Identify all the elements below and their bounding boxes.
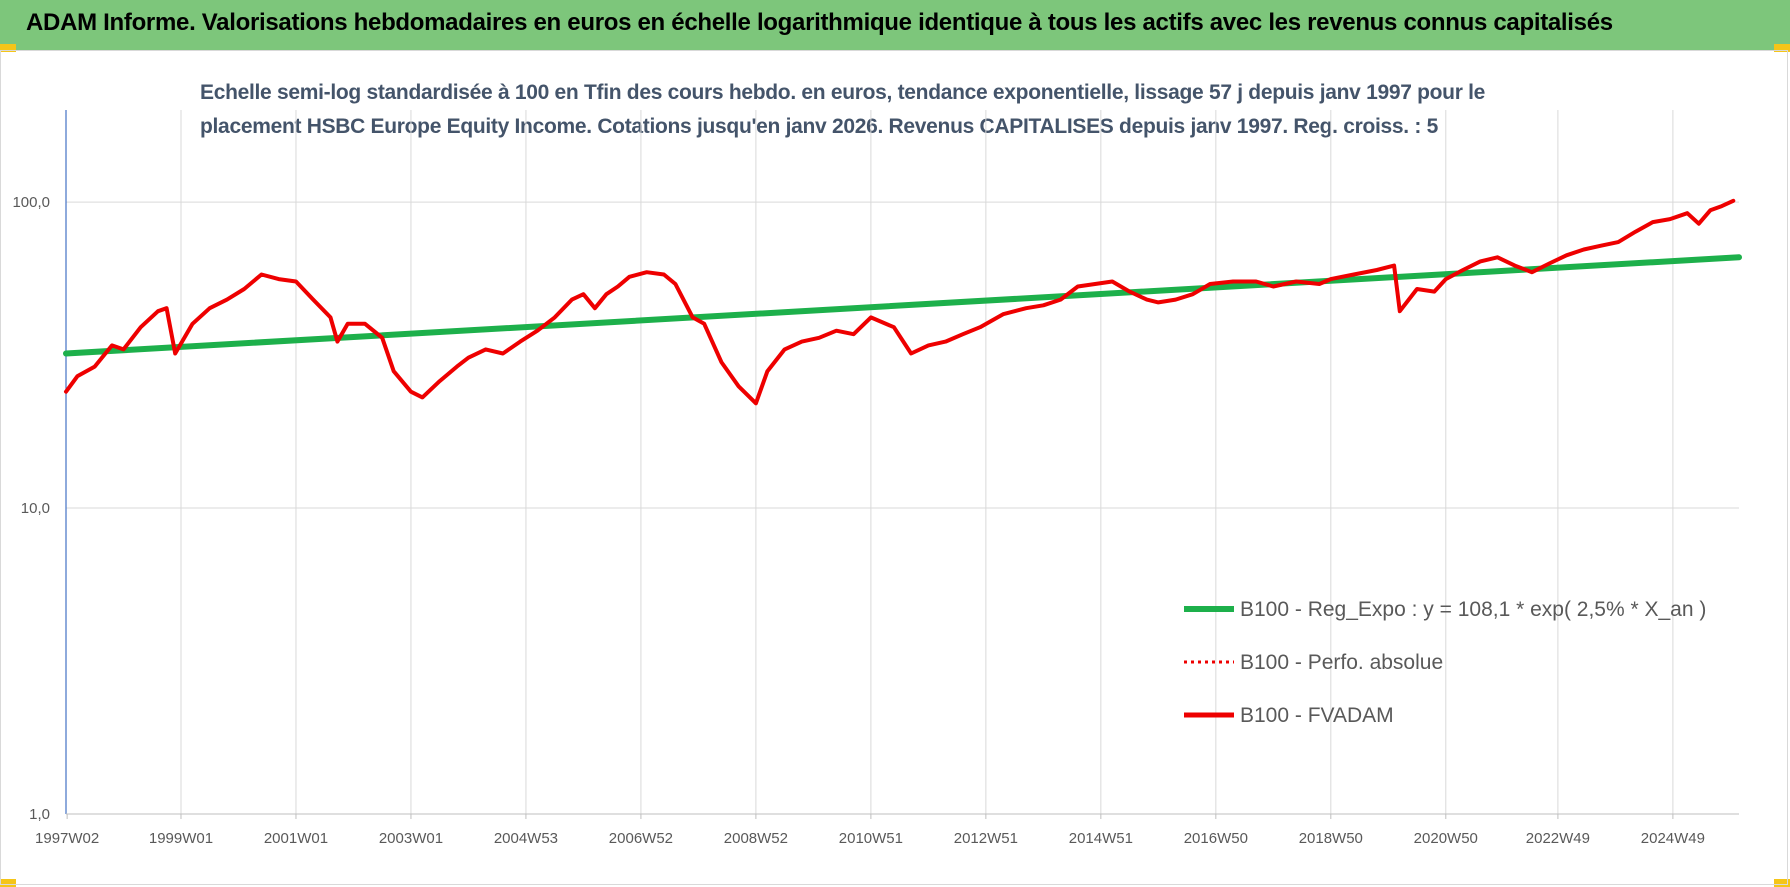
legend-label-dotted: B100 - Perfo. absolue xyxy=(1240,651,1443,674)
x-tick-label: 2010W51 xyxy=(839,830,903,847)
x-tick-label: 2020W50 xyxy=(1414,830,1478,847)
legend-label-solid: B100 - FVADAM xyxy=(1240,704,1394,727)
series-lines xyxy=(63,198,1742,406)
corner-marker-bottom-right xyxy=(1774,879,1790,887)
x-tick-label: 2006W52 xyxy=(609,830,673,847)
corner-marker-bottom-left xyxy=(0,879,16,887)
x-tick-label: 2004W53 xyxy=(494,830,558,847)
x-tick-label: 1997W02 xyxy=(35,830,99,847)
chart-frame xyxy=(0,50,1788,885)
page-title: ADAM Informe. Valorisations hebdomadaire… xyxy=(26,9,1613,36)
x-tick-label: 2008W52 xyxy=(724,830,788,847)
x-tick-label: 2003W01 xyxy=(379,830,443,847)
axes: 1,0 10,0 100,0 1997W02 1999W01 2001W01 2003W01… xyxy=(12,110,1739,847)
series-line-solid xyxy=(64,198,1736,406)
y-tick-label: 100,0 xyxy=(12,194,50,211)
x-tick-label: 2016W50 xyxy=(1184,830,1248,847)
y-tick-label: 10,0 xyxy=(21,500,50,517)
chart-title: Echelle semi-log standardisée à 100 en T… xyxy=(200,76,1486,144)
header-banner: ADAM Informe. Valorisations hebdomadaire… xyxy=(0,0,1790,51)
y-tick-label: 1,0 xyxy=(29,806,50,823)
corner-marker-top-right xyxy=(1774,44,1790,52)
x-tick-label: 2024W49 xyxy=(1641,830,1705,847)
x-tick-label: 2012W51 xyxy=(954,830,1018,847)
x-tick-label: 2018W50 xyxy=(1299,830,1363,847)
x-tick-label: 2022W49 xyxy=(1526,830,1590,847)
corner-marker-top-left xyxy=(0,44,16,52)
chart-title-line2: placement HSBC Europe Equity Income. Cot… xyxy=(200,115,1438,138)
legend-label-trend: B100 - Reg_Expo : y = 108,1 * exp( 2,5% … xyxy=(1240,598,1706,621)
chart-title-line1: Echelle semi-log standardisée à 100 en T… xyxy=(200,81,1486,104)
grid-lines xyxy=(66,110,1739,815)
legend: B100 - Reg_Expo : y = 108,1 * exp( 2,5% … xyxy=(1184,598,1706,727)
x-tick-label: 2001W01 xyxy=(264,830,328,847)
x-tick-label: 1999W01 xyxy=(149,830,213,847)
x-tick-label: 2014W51 xyxy=(1069,830,1133,847)
